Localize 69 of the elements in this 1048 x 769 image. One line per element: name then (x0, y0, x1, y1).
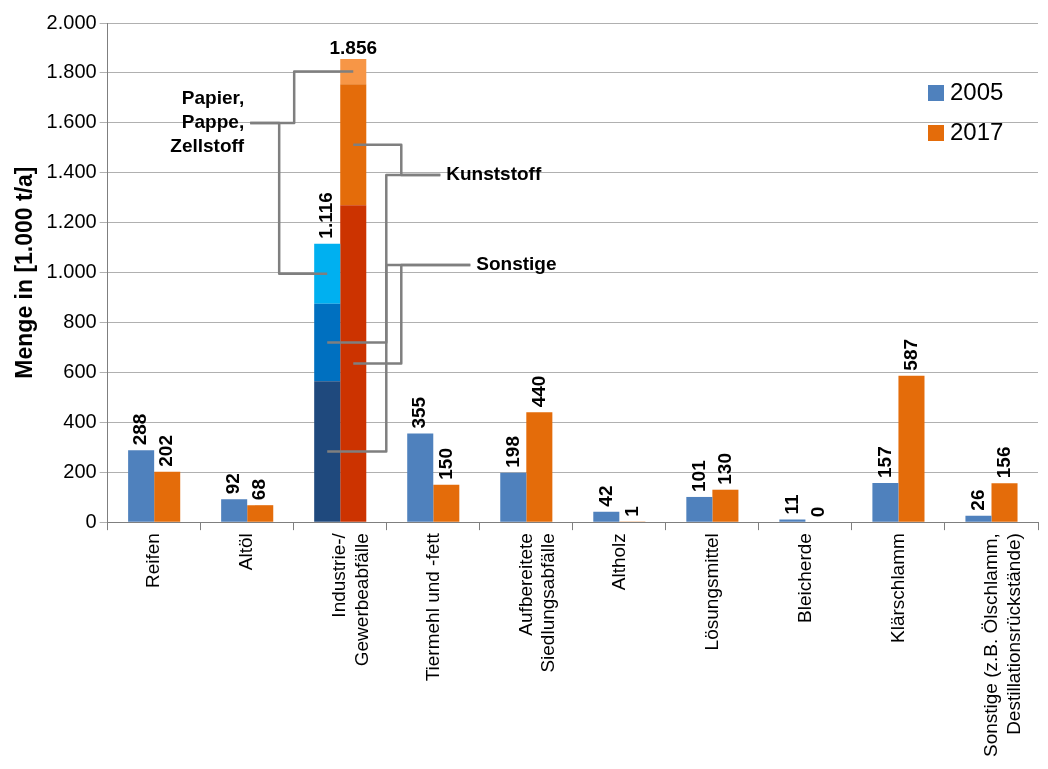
bar (154, 471, 181, 522)
data-label: 0 (806, 506, 828, 518)
data-label: 150 (434, 448, 456, 480)
text: 1.116 (315, 192, 337, 239)
bar (314, 381, 341, 522)
x-tick-label: Industrie-/ Gewerbeabfälle (328, 532, 373, 667)
annotation: Papier, Pappe, Zellstoff (170, 87, 245, 157)
bar (221, 499, 248, 522)
data-label: 130 (713, 453, 735, 485)
bar (340, 84, 367, 206)
bar (779, 519, 806, 522)
y-tick-label: 1.600 (46, 110, 97, 133)
x-tick-label: Sonstige (z.B. Ölschlamm, Destillationsrückstände) (979, 533, 1024, 757)
legend-label: 2005 (950, 77, 1004, 105)
bar (247, 505, 274, 522)
data-label: 198 (501, 436, 523, 468)
legend-label: 2017 (950, 117, 1004, 145)
x-tick-label: Lösungsmittel (700, 533, 722, 651)
x-tick-label: Altholz (607, 533, 629, 591)
y-tick-label: 600 (63, 359, 97, 382)
y-tick-label: 1.000 (46, 260, 97, 283)
bar (712, 489, 739, 522)
y-tick-label: 1.800 (46, 60, 97, 83)
y-tick-label: 1.200 (46, 210, 97, 233)
bar (526, 412, 553, 522)
data-label: 202 (155, 435, 177, 467)
y-tick-label: 1.400 (46, 160, 97, 183)
bar (872, 482, 899, 522)
bar (314, 243, 341, 304)
bar (128, 450, 155, 522)
text: 1.856 (329, 36, 378, 58)
x-tick-label: Klärschlamm (886, 533, 908, 643)
data-label: 1 (620, 505, 642, 517)
bar (433, 484, 460, 522)
bar (407, 433, 434, 522)
data-label: 440 (527, 375, 549, 408)
bar (340, 58, 367, 85)
data-label: 92 (222, 473, 244, 495)
x-tick-label: Bleicherde (793, 533, 815, 623)
bar (898, 375, 925, 522)
data-label: 101 (687, 459, 709, 492)
y-tick-label: 400 (63, 409, 97, 432)
y-tick-label: 800 (63, 310, 97, 333)
y-tick-label: 200 (63, 459, 97, 482)
x-tick-label: Reifen (142, 533, 164, 589)
bar (593, 511, 620, 522)
annotation: Sonstige (476, 253, 557, 275)
x-tick-label: Aufbereitete Siedlungsabfälle (514, 533, 559, 673)
data-label: 156 (992, 446, 1014, 479)
data-label: 26 (966, 489, 988, 511)
data-label: 355 (408, 396, 430, 429)
y-axis-title: Menge in [1.000 t/a] (11, 166, 38, 379)
bar (314, 303, 341, 382)
data-label: 42 (594, 485, 616, 507)
data-label: 587 (899, 338, 921, 371)
data-label: 288 (129, 413, 151, 446)
data-label: 68 (248, 479, 270, 501)
data-label: 11 (780, 493, 802, 515)
y-tick-label: 2.000 (46, 10, 97, 33)
annotation: Kunststoff (446, 163, 542, 185)
y-tick-label: 0 (85, 509, 97, 532)
bar (991, 483, 1018, 522)
x-tick-label: Tiermehl und -fett (421, 532, 443, 682)
x-tick-label: Altöl (235, 533, 257, 571)
bar (965, 515, 992, 522)
data-label: 157 (873, 446, 895, 478)
bar (500, 472, 527, 522)
bar (686, 496, 713, 522)
bar (340, 205, 367, 522)
